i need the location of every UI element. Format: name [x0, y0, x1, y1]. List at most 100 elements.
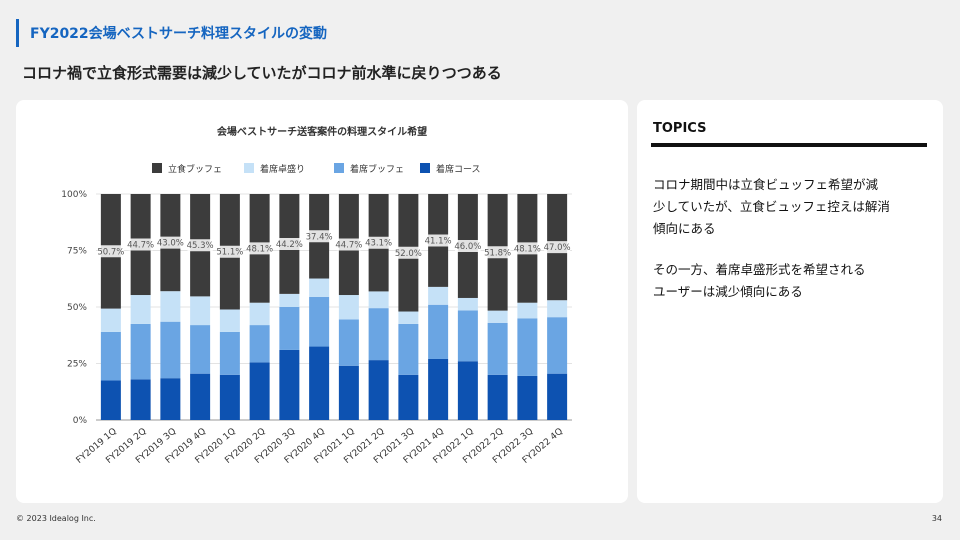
bar-segment	[130, 323, 151, 380]
chart-title: 会場ベストサーチ送客案件の料理スタイル希望	[217, 125, 427, 138]
bar-segment	[338, 365, 359, 420]
data-label-background	[246, 242, 273, 255]
topics-paragraph-2: その一方、着席卓盛形式を希望される ユーザーは減少傾向にある	[653, 259, 923, 303]
bar-segment	[190, 296, 211, 326]
bar-segment	[249, 325, 270, 363]
data-label-background	[97, 245, 124, 258]
bar-segment	[338, 295, 359, 320]
topics-line: その一方、着席卓盛形式を希望される	[653, 262, 866, 277]
data-label-background	[544, 241, 571, 254]
topics-divider	[651, 143, 927, 147]
data-label: 37.4%	[306, 232, 333, 242]
bar-segment	[517, 302, 538, 319]
bar-segment	[368, 360, 389, 420]
stacked-bar-chart: 会場ベストサーチ送客案件の料理スタイル希望 立食ブッフェ 着席卓盛り 着席ブッフェ 着…	[61, 125, 572, 466]
y-tick-label: 75%	[67, 247, 87, 257]
bar-segment	[279, 307, 300, 350]
page-subtitle: コロナ禍で立食形式需要は減少していたがコロナ前水準に戻りつつある	[22, 64, 502, 82]
topics-line: ユーザーは減少傾向にある	[653, 284, 803, 299]
data-label-background	[425, 234, 452, 247]
legend-swatch	[244, 163, 254, 173]
data-label: 51.8%	[484, 248, 511, 258]
topics-line: コロナ期間中は立食ビュッフェ希望が減	[653, 177, 879, 192]
bar-segment	[249, 302, 270, 326]
bar-segment	[487, 374, 508, 420]
legend-label: 着席コース	[436, 163, 481, 175]
y-tick-label: 50%	[67, 303, 87, 313]
legend-swatch	[420, 163, 430, 173]
data-label-background	[514, 242, 541, 255]
bar-segment	[457, 310, 478, 362]
bar-segment	[457, 297, 478, 311]
topics-line: 傾向にある	[653, 221, 716, 236]
data-label: 46.0%	[454, 242, 481, 252]
data-label-background	[335, 238, 362, 251]
bar-segment	[219, 309, 240, 332]
bar-segment	[338, 319, 359, 366]
topics-paragraph-1: コロナ期間中は立食ビュッフェ希望が減 少していたが、立食ビュッフェ控えは解消 傾…	[653, 174, 923, 240]
data-label: 41.1%	[425, 236, 452, 246]
bar-segment	[428, 286, 449, 305]
bar-segment	[309, 278, 330, 297]
bar-segment	[398, 374, 419, 420]
topics-heading: TOPICS	[653, 121, 707, 136]
bar-segment	[219, 374, 240, 420]
data-label-background	[216, 245, 243, 258]
bar-segment	[428, 304, 449, 359]
bar-segment	[547, 373, 568, 420]
footer-page-number: 34	[931, 514, 942, 523]
chart-y-axis: 0% 25% 50% 75% 100%	[61, 190, 87, 426]
bar-segment	[279, 349, 300, 420]
bar-segment	[547, 300, 568, 318]
bar-segment	[368, 291, 389, 309]
data-label: 44.2%	[276, 240, 303, 250]
data-label: 48.1%	[514, 244, 541, 254]
data-label: 47.0%	[544, 243, 571, 253]
data-label: 52.0%	[395, 249, 422, 259]
legend-label: 着席卓盛り	[260, 163, 305, 175]
bar-segment	[249, 362, 270, 420]
data-label: 50.7%	[97, 247, 124, 257]
data-label-background	[306, 230, 333, 243]
bar-segment	[130, 379, 151, 420]
data-label-background	[395, 246, 422, 259]
data-label-background	[187, 239, 214, 252]
bar-segment	[160, 378, 181, 420]
bar-segment	[190, 373, 211, 420]
bar-segment	[160, 321, 181, 379]
bar-segment	[100, 331, 121, 381]
bar-segment	[100, 380, 121, 420]
page-title: FY2022会場ベストサーチ料理スタイルの変動	[30, 26, 327, 42]
bar-segment	[517, 375, 538, 420]
data-label-background	[454, 239, 481, 252]
chart-panel: 会場ベストサーチ送客案件の料理スタイル希望 立食ブッフェ 着席卓盛り 着席ブッフェ 着…	[16, 100, 628, 503]
legend-label: 着席ブッフェ	[350, 163, 404, 175]
legend-swatch	[152, 163, 162, 173]
header-accent-bar	[16, 19, 19, 47]
data-label-background	[127, 238, 154, 251]
data-label-background	[484, 246, 511, 259]
data-label: 43.0%	[157, 239, 184, 249]
data-label: 43.1%	[365, 239, 392, 249]
bar-segment	[100, 308, 121, 332]
bar-segment	[487, 310, 508, 323]
legend-swatch	[334, 163, 344, 173]
data-label: 44.7%	[127, 241, 154, 251]
data-label-background	[276, 237, 303, 250]
bar-segment	[398, 311, 419, 324]
bar-segment	[428, 358, 449, 420]
data-label-background	[365, 236, 392, 249]
y-tick-label: 0%	[73, 416, 88, 426]
data-label: 44.7%	[335, 241, 362, 251]
bar-segment	[309, 346, 330, 420]
bar-segment	[517, 318, 538, 376]
bar-segment	[279, 293, 300, 307]
bar-segment	[219, 331, 240, 375]
legend-label: 立食ブッフェ	[168, 163, 222, 175]
bar-segment	[547, 317, 568, 374]
data-label-background	[157, 236, 184, 249]
y-tick-label: 100%	[61, 190, 87, 200]
data-label: 51.1%	[216, 248, 243, 258]
y-tick-label: 25%	[67, 360, 87, 370]
footer-copyright: © 2023 Idealog Inc.	[16, 514, 96, 523]
